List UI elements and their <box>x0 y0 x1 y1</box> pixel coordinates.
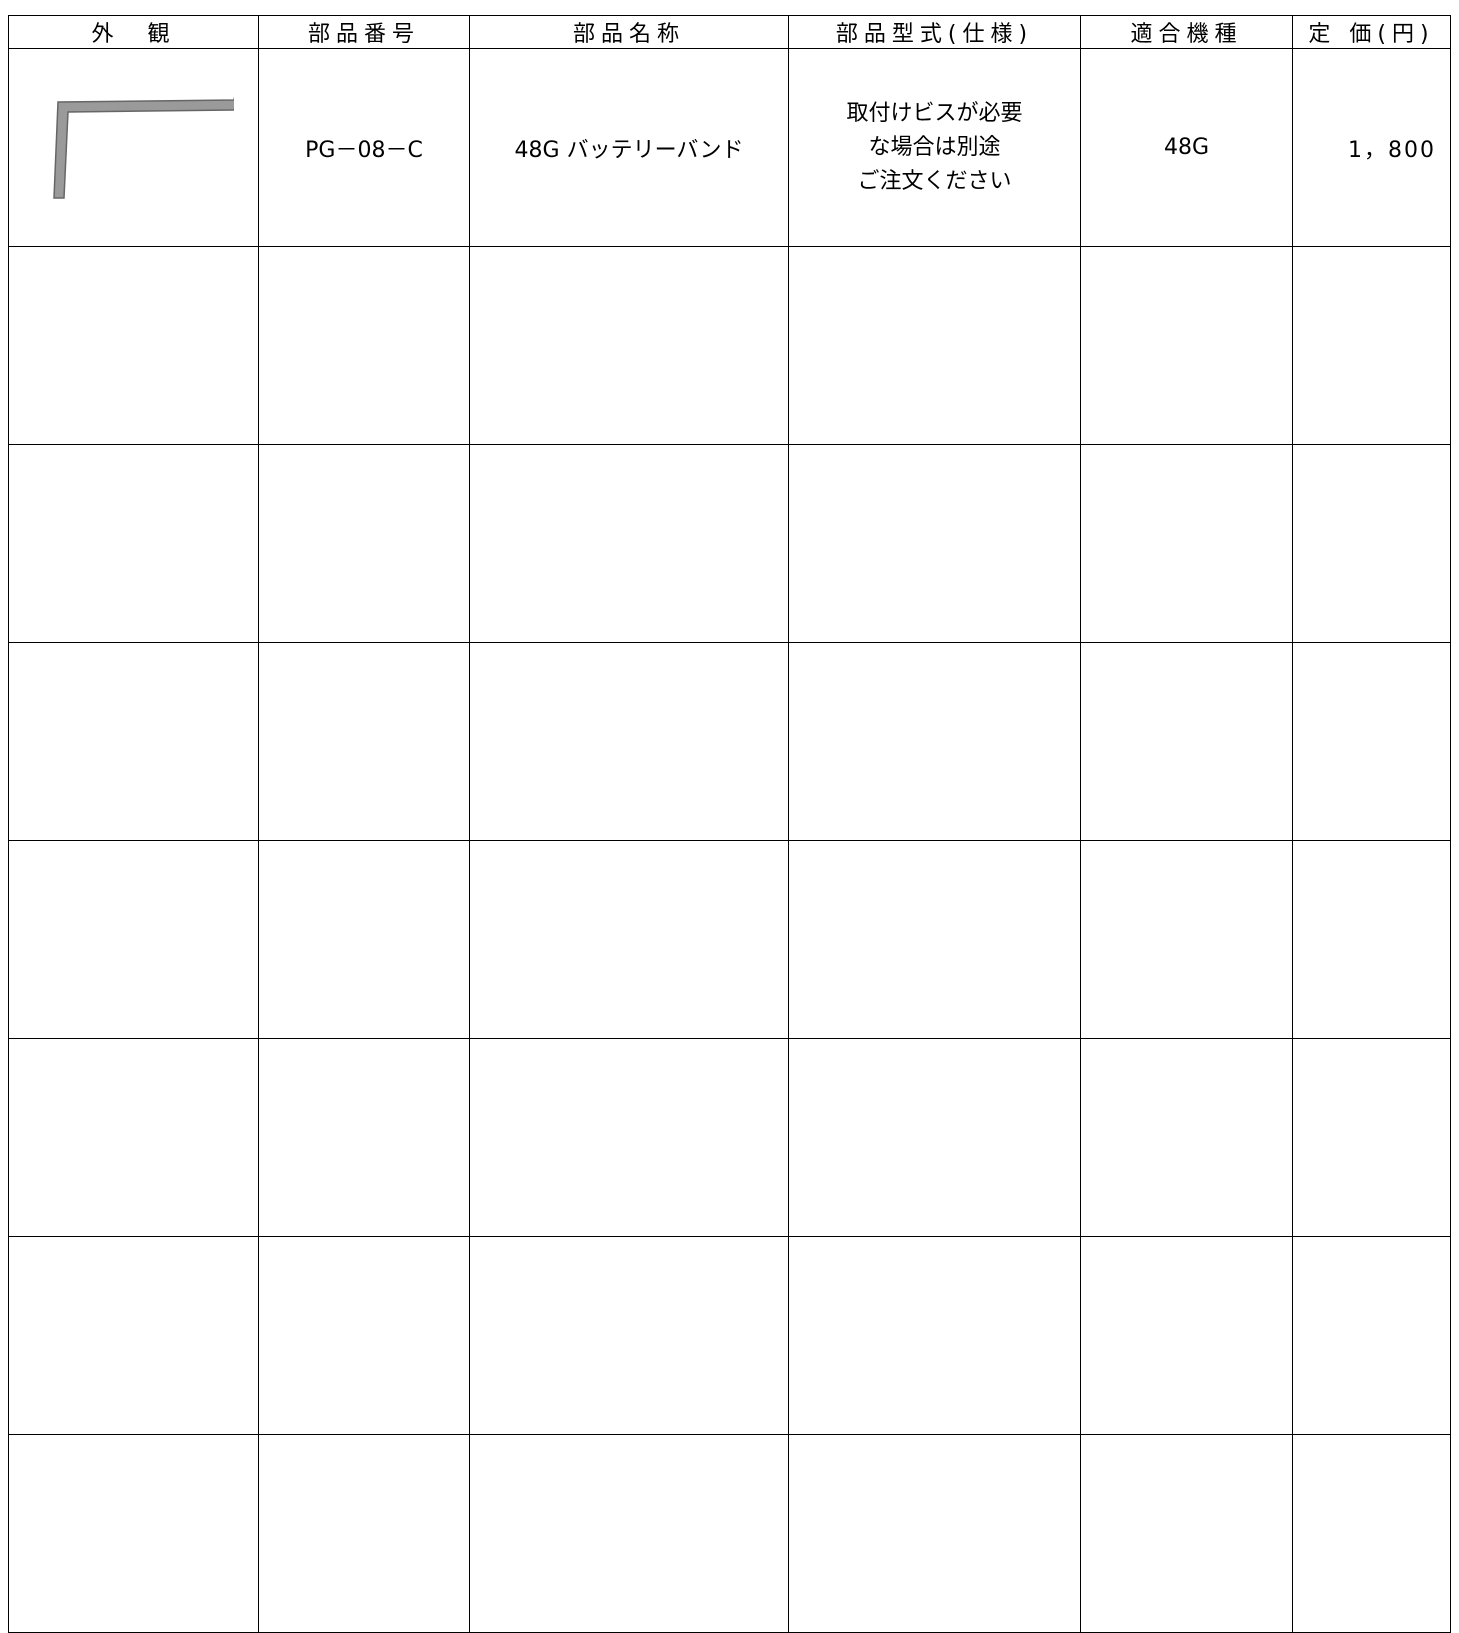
part-row: PG－08－C 48G バッテリーバンド 取付けビスが必要 な場合は別途 ご注文ください… <box>8 48 1451 247</box>
empty-cell <box>788 840 1081 1039</box>
empty-cell <box>1292 1236 1451 1435</box>
part-number: PG－08－C <box>258 48 470 247</box>
empty-cell <box>1080 1038 1293 1237</box>
empty-cell <box>1080 1434 1293 1633</box>
part-name: 48G バッテリーバンド <box>469 48 789 247</box>
empty-cell <box>788 642 1081 841</box>
empty-cell <box>788 444 1081 643</box>
header-cell: 適合機種 <box>1080 15 1293 49</box>
empty-cell <box>469 1038 789 1237</box>
empty-row <box>8 1434 1451 1633</box>
spec-line: な場合は別途 <box>868 134 1001 160</box>
empty-cell <box>258 246 470 445</box>
empty-cell <box>8 444 259 643</box>
empty-cell <box>1080 246 1293 445</box>
empty-cell <box>1080 642 1293 841</box>
empty-row <box>8 1038 1451 1237</box>
empty-cell <box>469 642 789 841</box>
part-image <box>52 82 241 199</box>
empty-cell <box>8 1434 259 1633</box>
header-cell: 外 観 <box>8 15 259 49</box>
empty-cell <box>258 1038 470 1237</box>
header-cell: 部品番号 <box>258 15 470 49</box>
empty-cell <box>8 246 259 445</box>
spec-line: ご注文ください <box>857 168 1012 194</box>
empty-row <box>8 840 1451 1039</box>
empty-cell <box>788 1038 1081 1237</box>
part-image-cell <box>8 48 259 247</box>
empty-cell <box>1080 444 1293 643</box>
empty-row <box>8 444 1451 643</box>
empty-cell <box>1080 840 1293 1039</box>
empty-row <box>8 246 1451 445</box>
empty-cell <box>258 1236 470 1435</box>
empty-cell <box>258 840 470 1039</box>
empty-cell <box>1292 444 1451 643</box>
model: 48G <box>1080 48 1293 247</box>
header-row: 外 観部品番号 部品名称 部品型式(仕様) 適合機種定 価(円) <box>8 15 1451 49</box>
empty-cell <box>8 1236 259 1435</box>
spec-line: 取付けビスが必要 <box>846 100 1023 126</box>
empty-cell <box>788 1434 1081 1633</box>
empty-row <box>8 642 1451 841</box>
empty-cell <box>1292 840 1451 1039</box>
empty-cell <box>469 1434 789 1633</box>
header-cell: 部品型式(仕様) <box>788 15 1081 49</box>
parts-table: 外 観部品番号 部品名称 部品型式(仕様) 適合機種定 価(円) PG－08－C 48G … <box>8 15 1451 1633</box>
empty-cell <box>1292 642 1451 841</box>
empty-cell <box>8 840 259 1039</box>
empty-cell <box>258 642 470 841</box>
part-spec: 取付けビスが必要 な場合は別途 ご注文ください <box>788 48 1081 247</box>
header-cell: 部品名称 <box>469 15 789 49</box>
empty-cell <box>8 1038 259 1237</box>
empty-cell <box>8 642 259 841</box>
empty-row <box>8 1236 1451 1435</box>
empty-cell <box>1292 1434 1451 1633</box>
empty-cell <box>469 840 789 1039</box>
empty-cell <box>469 246 789 445</box>
empty-cell <box>1080 1236 1293 1435</box>
empty-cell <box>788 246 1081 445</box>
empty-cell <box>258 444 470 643</box>
header-cell: 定 価(円) <box>1292 15 1451 49</box>
empty-cell <box>258 1434 470 1633</box>
empty-cell <box>1292 1038 1451 1237</box>
empty-cell <box>469 1236 789 1435</box>
empty-cell <box>1292 246 1451 445</box>
price: 1，800 <box>1292 48 1451 247</box>
empty-cell <box>788 1236 1081 1435</box>
empty-cell <box>469 444 789 643</box>
